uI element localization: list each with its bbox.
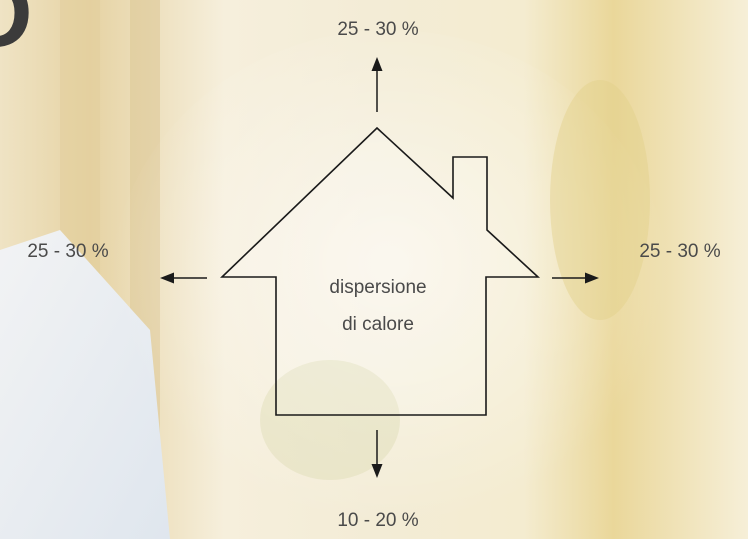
- background: [550, 80, 650, 320]
- arrow-head: [371, 464, 383, 478]
- arrow-head: [371, 57, 383, 71]
- background: [260, 360, 400, 480]
- center-label: di calore: [342, 314, 414, 335]
- arrow-head: [160, 272, 174, 284]
- background: [110, 30, 670, 539]
- top-label: 25 - 30 %: [337, 19, 418, 40]
- house-outline: [220, 126, 541, 416]
- arrows: [160, 57, 599, 478]
- center-label: dispersione: [329, 277, 426, 298]
- right-label: 25 - 30 %: [639, 241, 720, 262]
- arrow-head: [585, 272, 599, 284]
- left-label: 25 - 30 %: [27, 241, 108, 262]
- bottom-label: 10 - 20 %: [337, 510, 418, 531]
- heading-fragment: O: [0, 0, 33, 67]
